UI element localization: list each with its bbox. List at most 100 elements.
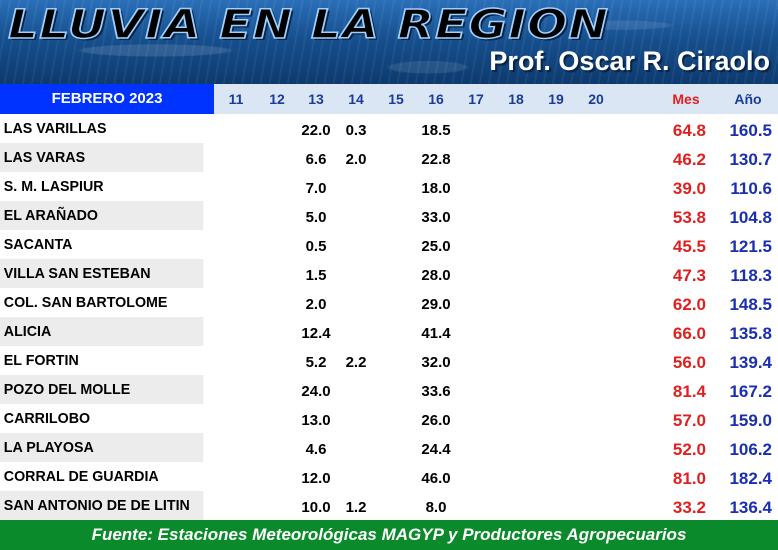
rain-day-16: 46.0 (421, 470, 451, 487)
day-header: 15 (388, 91, 404, 107)
month-total-header: Mes (672, 91, 700, 107)
banner: LLUVIA EN LA REGION Prof. Oscar R. Cirao… (0, 0, 778, 84)
day-header: 13 (308, 91, 324, 107)
year-total: 167.2 (729, 382, 772, 401)
station-name: S. M. LASPIUR (3, 178, 104, 195)
month-total: 39.0 (672, 179, 706, 198)
year-total: 135.8 (729, 324, 772, 343)
rain-day-13: 7.0 (305, 180, 327, 197)
rain-day-14: 0.3 (345, 122, 367, 139)
rain-day-13: 13.0 (301, 412, 331, 429)
station-name: LAS VARILLAS (3, 120, 107, 137)
day-header: 20 (588, 91, 604, 107)
table-row: EL FORTIN 5.2 2.2 32.0 56.0 139.4 (0, 346, 778, 375)
month-total: 45.5 (672, 237, 706, 256)
month-total: 81.0 (672, 469, 706, 488)
table-row: SACANTA 0.5 25.0 45.5 121.5 (0, 230, 778, 259)
table-row: POZO DEL MOLLE 24.0 33.6 81.4 167.2 (0, 375, 778, 404)
station-name: SACANTA (3, 236, 73, 253)
table-row: ALICIA 12.4 41.4 66.0 135.8 (0, 317, 778, 346)
rain-day-16: 24.4 (421, 441, 451, 458)
rain-day-13: 10.0 (301, 499, 331, 516)
rain-day-14: 2.0 (345, 151, 367, 168)
table-row: COL. SAN BARTOLOME 2.0 29.0 62.0 148.5 (0, 288, 778, 317)
rain-day-14 (336, 201, 376, 230)
day-header: 16 (428, 91, 444, 107)
month-total: 46.2 (672, 150, 706, 169)
year-total: 118.3 (730, 266, 772, 285)
rain-day-14 (336, 317, 376, 346)
station-name: LAS VARAS (0, 143, 204, 172)
year-total: 121.5 (729, 237, 772, 256)
station-name: COL. SAN BARTOLOME (3, 294, 168, 311)
rain-day-13: 2.0 (305, 296, 327, 313)
month-total: 56.0 (672, 353, 706, 372)
rain-day-13: 4.6 (305, 441, 327, 458)
station-name: POZO DEL MOLLE (0, 375, 204, 404)
rain-day-13: 5.0 (305, 209, 327, 226)
table-row: CORRAL DE GUARDIA 12.0 46.0 81.0 182.4 (0, 462, 778, 491)
rain-day-16: 18.5 (421, 122, 451, 139)
rain-day-16: 22.8 (421, 151, 451, 168)
rain-day-16: 26.0 (421, 412, 451, 429)
rain-day-14: 2.2 (345, 354, 367, 371)
station-name: ALICIA (0, 317, 204, 346)
station-name: VILLA SAN ESTEBAN (0, 259, 204, 288)
year-total: 136.4 (729, 498, 772, 517)
table-row: LAS VARILLAS 22.0 0.3 18.5 64.8 160.5 (0, 114, 778, 143)
rain-day-13: 12.0 (301, 470, 331, 487)
year-total: 182.4 (729, 469, 772, 488)
rain-day-16: 33.0 (421, 209, 451, 226)
station-name: EL ARAÑADO (0, 201, 204, 230)
rain-day-14 (336, 433, 376, 462)
year-total: 106.2 (729, 440, 772, 459)
station-name: LA PLAYOSA (0, 433, 204, 462)
rain-day-14: 1.2 (345, 499, 367, 516)
rain-day-16: 28.0 (421, 267, 451, 284)
month-total: 66.0 (672, 324, 706, 343)
table-row: EL ARAÑADO 5.0 33.0 53.8 104.8 (0, 201, 778, 230)
year-total: 130.7 (729, 150, 772, 169)
day-header: 17 (468, 91, 484, 107)
station-name: SAN ANTONIO DE DE LITIN (0, 491, 204, 520)
month-total: 33.2 (672, 498, 706, 517)
rain-day-16: 25.0 (421, 238, 451, 255)
banner-title: LLUVIA EN LA REGION (7, 1, 610, 49)
year-total-header: Año (734, 91, 762, 107)
source-footer: Fuente: Estaciones Meteorológicas MAGYP … (0, 520, 778, 550)
day-header: 19 (548, 91, 564, 107)
month-total: 57.0 (672, 411, 706, 430)
month-label: FEBRERO 2023 (0, 84, 214, 114)
table-row: S. M. LASPIUR 7.0 18.0 39.0 110.6 (0, 172, 778, 201)
rain-day-13: 24.0 (301, 383, 331, 400)
year-total: 139.4 (729, 353, 772, 372)
rain-day-16: 41.4 (421, 325, 451, 342)
rain-day-14 (336, 404, 376, 433)
rainfall-table: LAS VARILLAS 22.0 0.3 18.5 64.8 160.5 LA… (0, 114, 778, 520)
year-total: 104.8 (729, 208, 772, 227)
rain-day-16: 29.0 (421, 296, 451, 313)
rain-day-13: 0.5 (305, 238, 327, 255)
rain-day-14 (336, 288, 376, 317)
rain-day-13: 5.2 (305, 354, 327, 371)
month-total: 64.8 (672, 121, 706, 140)
banner-author: Prof. Oscar R. Ciraolo (489, 46, 770, 76)
day-header: 12 (269, 91, 285, 107)
year-total: 159.0 (729, 411, 772, 430)
rain-day-13: 1.5 (305, 267, 327, 284)
table-row: SAN ANTONIO DE DE LITIN 10.0 1.2 8.0 33.… (0, 491, 778, 520)
table-row: LA PLAYOSA 4.6 24.4 52.0 106.2 (0, 433, 778, 462)
rain-day-16: 8.0 (425, 499, 447, 516)
day-header: 14 (348, 91, 364, 107)
day-header: 18 (508, 91, 524, 107)
rain-day-16: 18.0 (421, 180, 451, 197)
rain-day-16: 33.6 (421, 383, 451, 400)
rain-day-14 (336, 259, 376, 288)
table-row: VILLA SAN ESTEBAN 1.5 28.0 47.3 118.3 (0, 259, 778, 288)
rain-day-13: 22.0 (301, 122, 331, 139)
month-total: 47.3 (672, 266, 706, 285)
rain-day-14 (336, 172, 376, 201)
year-total: 160.5 (729, 121, 772, 140)
station-name: EL FORTIN (3, 352, 79, 369)
